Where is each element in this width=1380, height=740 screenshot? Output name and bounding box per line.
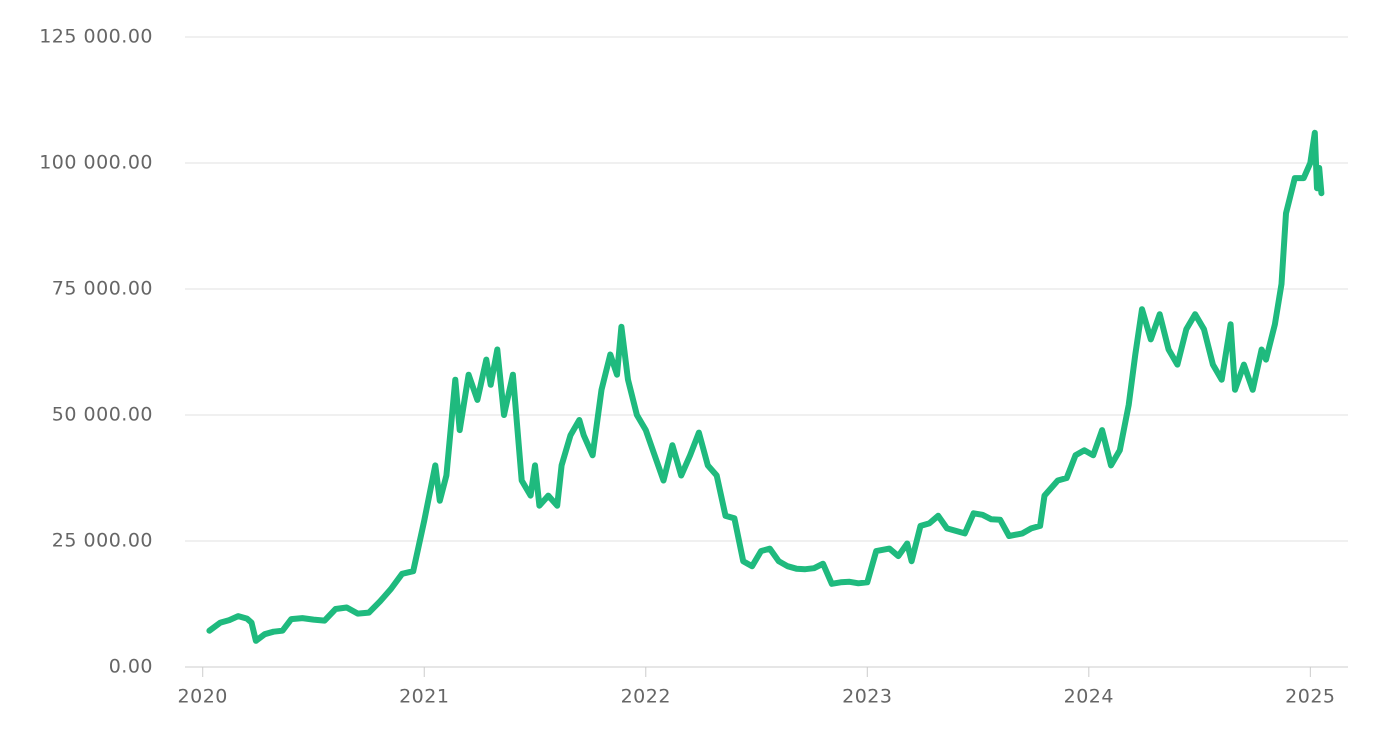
x-tick-label: 2024 — [1064, 686, 1114, 708]
y-tick-label: 0.00 — [109, 656, 153, 678]
price-line — [206, 129, 1325, 644]
y-tick-label: 100 000.00 — [39, 152, 153, 174]
x-tick-label: 2021 — [399, 686, 449, 708]
y-tick-label: 125 000.00 — [39, 26, 153, 48]
x-tick-label: 2023 — [842, 686, 892, 708]
y-tick-label: 25 000.00 — [52, 530, 153, 552]
x-tick-label: 2020 — [178, 686, 228, 708]
x-tick-label: 2022 — [621, 686, 671, 708]
x-tick-label: 2025 — [1285, 686, 1335, 708]
y-tick-label: 50 000.00 — [52, 404, 153, 426]
y-tick-label: 75 000.00 — [52, 278, 153, 300]
